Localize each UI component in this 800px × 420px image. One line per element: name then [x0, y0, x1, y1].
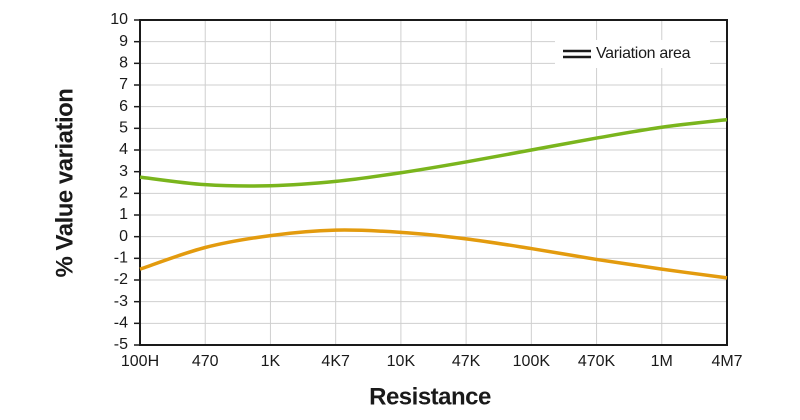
y-tick-label: 0	[119, 228, 128, 245]
y-tick-label: 2	[119, 185, 128, 202]
x-tick-label: 1M	[651, 353, 673, 370]
x-tick-label: 470K	[578, 353, 616, 370]
y-axis-label: % Value variation	[51, 89, 78, 278]
series-line	[139, 228, 728, 280]
x-tick-label: 100H	[121, 353, 159, 370]
y-tick-label: -4	[114, 315, 128, 332]
y-tick-label: -3	[114, 293, 128, 310]
x-tick-label: 470	[192, 353, 219, 370]
y-tick-label: 10	[110, 11, 128, 28]
y-tick-label: 9	[119, 33, 128, 50]
y-tick-label: 8	[119, 55, 128, 72]
y-tick-label: -2	[114, 271, 128, 288]
x-tick-label: 100K	[513, 353, 551, 370]
y-tick-label: -5	[114, 336, 128, 353]
x-tick-label: 10K	[387, 353, 416, 370]
y-tick-label: 1	[119, 206, 128, 223]
series-line	[139, 117, 728, 188]
y-tick-label: 7	[119, 76, 128, 93]
y-tick-label: 4	[119, 141, 128, 158]
x-axis-label: Resistance	[369, 383, 491, 410]
legend-box	[555, 40, 710, 68]
x-tick-label: 47K	[452, 353, 481, 370]
y-tick-label: -1	[114, 250, 128, 267]
x-tick-label: 4K7	[321, 353, 350, 370]
x-tick-label: 1K	[261, 353, 281, 370]
plot-frame	[139, 19, 728, 346]
y-tick-label: 3	[119, 163, 128, 180]
legend-label: Variation area	[596, 45, 691, 62]
x-tick-label: 4M7	[711, 353, 742, 370]
y-tick-label: 6	[119, 98, 128, 115]
y-tick-label: 5	[119, 120, 128, 137]
